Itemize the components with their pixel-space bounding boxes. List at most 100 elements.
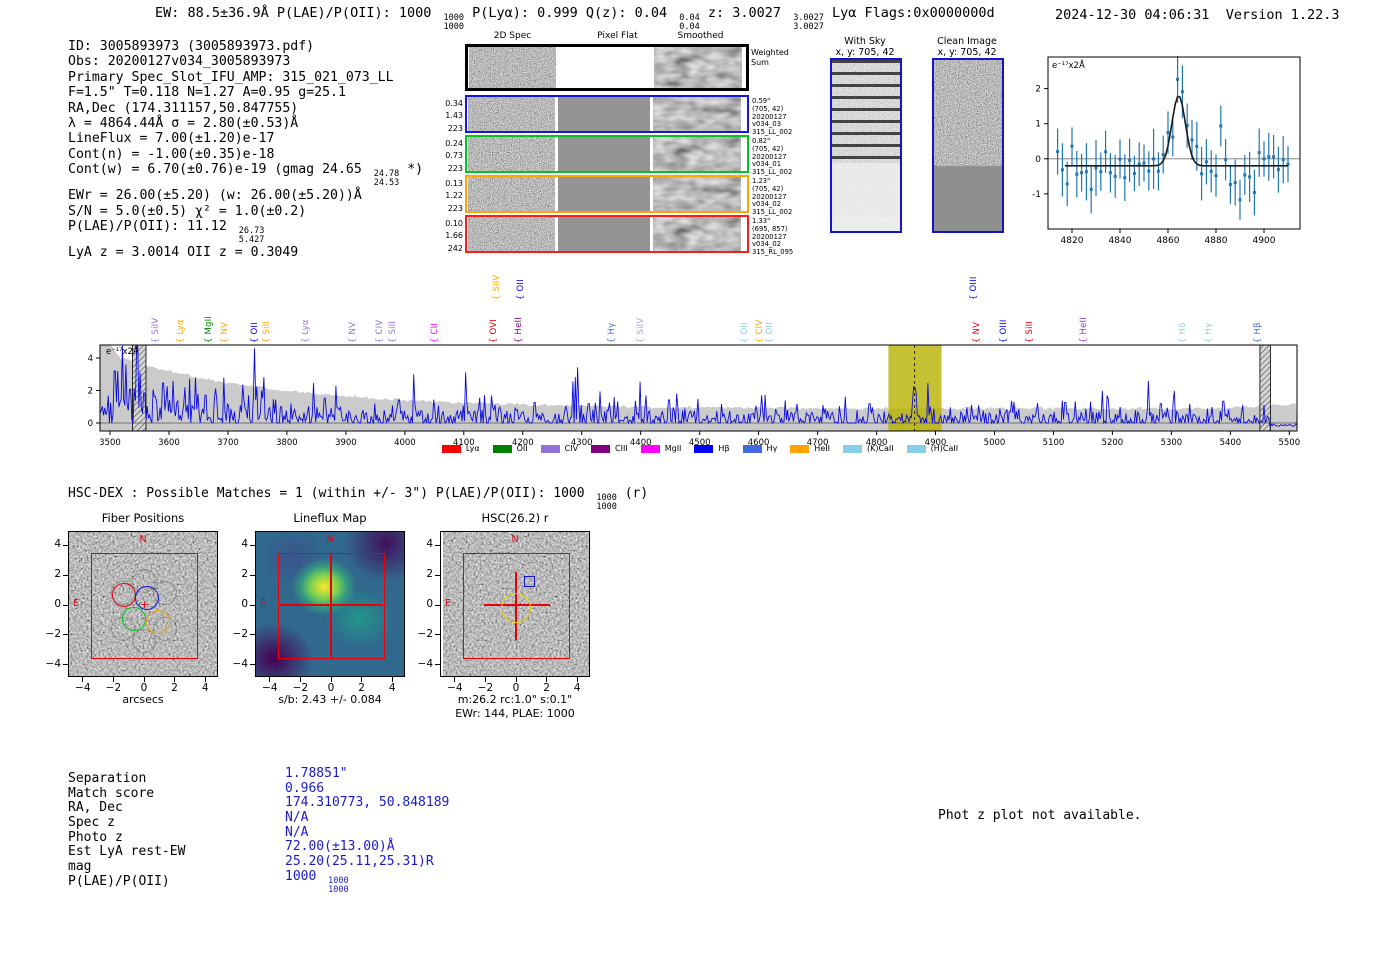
svg-text:0: 0 <box>88 419 93 429</box>
legend-label: (H)CaII <box>930 444 959 453</box>
info-line: F=1.5" T=0.118 N=1.27 A=0.95 g=25.1 <box>68 85 346 101</box>
y-tick-label: −4 <box>417 657 433 670</box>
x-tick <box>143 677 145 682</box>
spec2d-panel: Weighted Sum 0.34 1.43 223 0.59" (705, 42) 2020… <box>445 0 793 260</box>
y-tick <box>435 634 441 636</box>
version-label: Version 1.22.3 <box>1225 7 1340 23</box>
legend-item: Lyα <box>441 444 480 453</box>
legend-swatch <box>694 444 714 453</box>
table-row-label: Separation <box>68 771 147 786</box>
svg-text:4880: 4880 <box>1205 236 1228 245</box>
x-tick-label: −2 <box>105 682 122 694</box>
y-tick <box>63 634 69 636</box>
x-tick-label: −4 <box>262 682 278 694</box>
table-row-value: N/A <box>285 824 309 840</box>
aperture-circle <box>501 593 531 623</box>
spec2d-row: 0.24 0.73 223 0.82" (705, 42) 20200127 v034_01… <box>445 135 792 176</box>
legend-label: HeII <box>814 444 830 453</box>
spec2d-row-annotation: 1.33" (695, 857) 20200127 v034_02 315_RL_095 <box>752 217 794 257</box>
legend-swatch <box>742 444 762 453</box>
x-tick-label: −2 <box>477 682 494 694</box>
spec2d-row-stats: 0.10 1.66 242 <box>445 219 463 253</box>
table-row: mag 25.20(25.11,25.31)R <box>68 854 434 874</box>
x-tick <box>299 677 301 682</box>
svg-text:4840: 4840 <box>1109 236 1132 245</box>
x-tick <box>484 677 486 682</box>
x-tick <box>454 677 456 682</box>
legend-item: Hγ <box>742 444 777 453</box>
spec2d-segment-smooth <box>653 217 741 251</box>
info-line: EWr = 26.00(±5.20) (w: 26.00(±5.20))Å <box>68 188 362 204</box>
cutout-title-hsc: HSC(26.2) r <box>481 511 549 525</box>
table-row-value: 25.20(25.11,25.31)R <box>285 854 434 870</box>
x-tick-label: 0 <box>327 682 335 694</box>
svg-text:3600: 3600 <box>158 438 180 448</box>
legend-label: Hβ <box>718 444 730 453</box>
stacked-fraction: 24.78 24.53 <box>373 169 400 189</box>
x-tick-label: 4 <box>573 682 581 694</box>
spec2d-row-annotation: 0.59" (705, 42) 20200127 v034_03 315_LL_002 <box>752 97 793 137</box>
y-tick <box>250 664 256 666</box>
info-line: Cont(n) = -1.00(±0.35)e-18 <box>68 146 275 162</box>
info-line: RA,Dec (174.311157,50.847755) <box>68 100 299 116</box>
line-label-siiv: { SiIV <box>491 274 502 300</box>
spec2d-row: 0.10 1.66 242 1.33" (695, 857) 20200127 v034_0… <box>445 215 793 256</box>
col-title-pixelflat: Pixel Flat <box>597 31 638 41</box>
cleanimage-image <box>932 58 1004 233</box>
withsky-title: With Sky x, y: 705, 42 <box>835 36 895 58</box>
compass-north: N <box>326 534 334 545</box>
legend-swatch <box>441 444 461 453</box>
extraction-box <box>463 553 570 659</box>
x-tick <box>82 677 84 682</box>
svg-text:2: 2 <box>88 387 93 397</box>
svg-text:5100: 5100 <box>1043 438 1065 448</box>
spec2d-segment-noise <box>469 47 556 88</box>
svg-text:4900: 4900 <box>1253 236 1276 245</box>
y-tick <box>250 574 256 576</box>
spec2d-row-stats: 0.24 0.73 223 <box>445 139 463 173</box>
info-line: P(LAE)/P(OII): 11.12 26.73 5.427 <box>68 218 265 245</box>
legend-swatch <box>540 444 560 453</box>
table-row: Match score 0.966 <box>68 781 324 801</box>
svg-text:4800: 4800 <box>866 438 888 448</box>
fiber-red <box>112 583 136 607</box>
x-tick-label: 0 <box>140 682 148 694</box>
legend-label: Lyα <box>465 444 480 453</box>
legend-item: Hβ <box>694 444 730 453</box>
svg-text:4600: 4600 <box>748 438 770 448</box>
legend-swatch <box>591 444 611 453</box>
y-tick <box>63 664 69 666</box>
svg-text:4900: 4900 <box>925 438 947 448</box>
info-line: Obs: 20200127v034_3005893973 <box>68 54 291 70</box>
line-label-oii: { OII <box>515 279 526 300</box>
spec2d-segment-flat <box>558 97 650 131</box>
y-tick-label: −2 <box>45 627 61 640</box>
table-row-label: Spec z <box>68 815 115 831</box>
legend-item: (H)CaII <box>906 444 959 453</box>
compass-north: N <box>139 534 147 545</box>
y-tick <box>63 574 69 576</box>
table-row-value: N/A <box>285 810 309 826</box>
svg-text:1: 1 <box>1035 120 1041 130</box>
cutout-caption-hsc: m:26.2 rc:1.0" s:0.1" <box>457 693 573 706</box>
cutout-caption-flux: s/b: 2.43 +/- 0.084 <box>278 693 382 706</box>
x-tick <box>112 677 114 682</box>
fiber-green <box>122 607 146 631</box>
spec2d-segment-noise <box>468 97 555 131</box>
svg-text:4700: 4700 <box>807 438 829 448</box>
spec2d-row-annotation: Weighted Sum <box>751 48 789 67</box>
cutout-caption2-hsc: EWr: 144, PLAE: 1000 <box>455 707 575 720</box>
table-row-label: Match score <box>68 785 155 801</box>
svg-text:2: 2 <box>1035 85 1041 95</box>
y-tick <box>435 604 441 606</box>
extraction-box <box>278 553 385 659</box>
y-tick-label: −4 <box>232 657 248 670</box>
spec2d-row-stats: 0.34 1.43 223 <box>445 99 463 133</box>
table-row-value: 1000 1000 1000 <box>285 868 349 895</box>
fiber-orange <box>146 610 170 634</box>
legend-label: MgII <box>664 444 682 453</box>
y-tick-label: 4 <box>241 538 248 551</box>
hsc-match-header: HSC-DEX : Possible Matches = 1 (within +… <box>68 486 649 512</box>
x-tick-label: 2 <box>543 682 550 694</box>
